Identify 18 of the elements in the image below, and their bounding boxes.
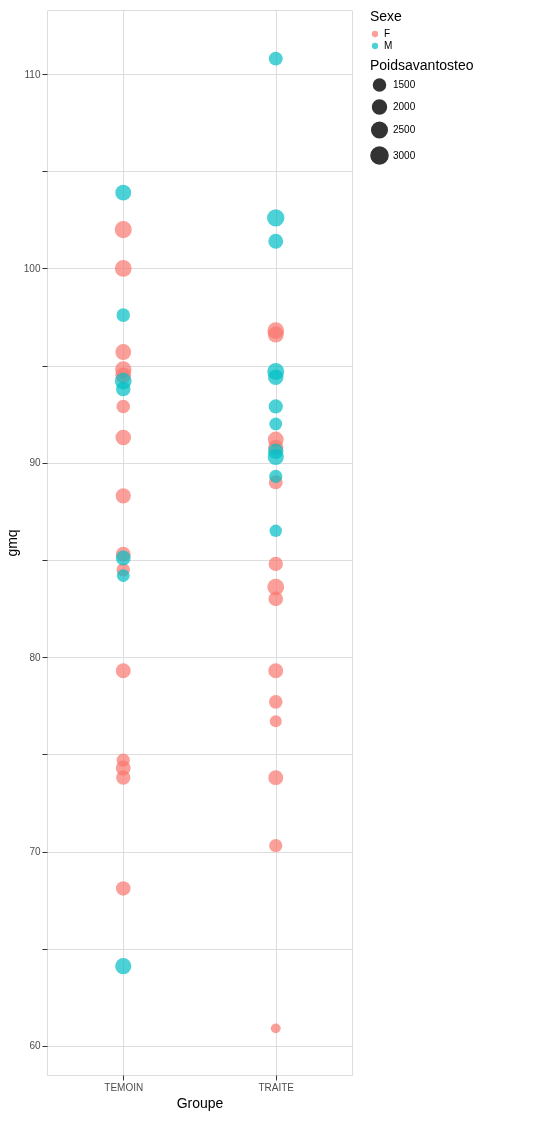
legend-label: F: [384, 28, 391, 39]
y-axis-title: gmq: [3, 529, 20, 557]
y-tick-label: 100: [23, 262, 41, 274]
legend-label: 2500: [393, 124, 416, 135]
y-tick-label: 80: [29, 651, 41, 663]
y-tick-label: 70: [29, 846, 41, 858]
y-tick-label: 110: [24, 68, 41, 80]
legend-label: 1500: [393, 79, 416, 90]
y-tick-label: 60: [29, 1040, 41, 1052]
x-tick-label: TEMOIN: [104, 1081, 144, 1093]
x-tick-label: TRAITE: [258, 1081, 295, 1093]
y-tick-label: 90: [29, 457, 41, 469]
legend-label: 3000: [393, 149, 416, 161]
legend-label: 2000: [393, 101, 416, 112]
x-axis-title: Groupe: [176, 1094, 224, 1111]
text: Poidsavantosteo: [370, 57, 474, 73]
legend-label: M: [384, 40, 393, 51]
text: Sexe: [370, 8, 402, 24]
